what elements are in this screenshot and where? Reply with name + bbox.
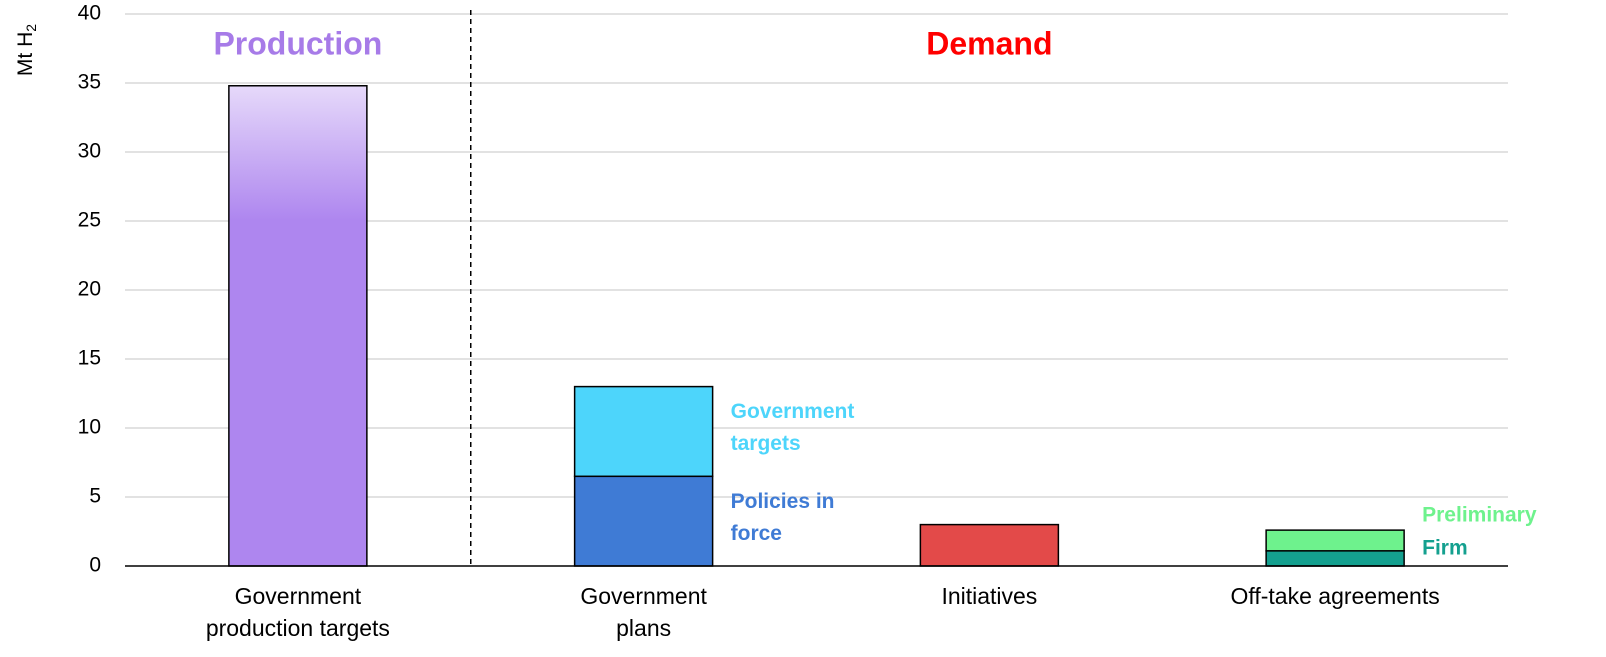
series-annotation: Policies in bbox=[731, 490, 835, 513]
category-label: Government bbox=[235, 583, 362, 609]
bar-segment bbox=[573, 475, 714, 567]
category-label: Off-take agreements bbox=[1231, 583, 1440, 609]
category-label: production targets bbox=[206, 615, 390, 641]
section-title: Demand bbox=[926, 25, 1052, 61]
y-tick-label: 35 bbox=[78, 71, 101, 94]
category-label: Initiatives bbox=[941, 583, 1037, 609]
y-tick-label: 40 bbox=[78, 2, 101, 25]
svg-text:Mt H2: Mt H2 bbox=[14, 24, 39, 76]
bar-segment bbox=[919, 523, 1060, 567]
bar-segment bbox=[228, 85, 368, 567]
section-titles: Production Demand bbox=[213, 25, 1052, 61]
y-axis-label-text: Mt H bbox=[14, 32, 37, 76]
y-tick-label: 25 bbox=[78, 209, 101, 232]
bar-segment bbox=[1265, 529, 1405, 552]
series-annotation: force bbox=[731, 522, 782, 545]
section-title: Production bbox=[213, 25, 382, 61]
y-axis-ticks: 0 5 10 15 20 25 30 35 40 bbox=[78, 2, 101, 577]
series-annotation: Government bbox=[731, 400, 855, 423]
bar-segment bbox=[1265, 550, 1405, 567]
category-label: plans bbox=[616, 615, 671, 641]
series-annotations: Policies in force Government targets Firm Pre… bbox=[731, 400, 1537, 559]
series-annotation: Firm bbox=[1422, 537, 1468, 560]
series-annotation: Preliminary bbox=[1422, 504, 1537, 527]
y-tick-label: 5 bbox=[89, 485, 101, 508]
y-tick-label: 0 bbox=[89, 554, 101, 577]
y-tick-label: 20 bbox=[78, 278, 101, 301]
series-annotation: targets bbox=[731, 432, 801, 455]
category-label: Government bbox=[580, 583, 707, 609]
bars bbox=[228, 85, 1405, 567]
category-labels: Government production targets Government pl… bbox=[206, 583, 1440, 641]
bar-segment bbox=[573, 385, 714, 478]
y-axis-label-subscript: 2 bbox=[23, 24, 39, 32]
y-tick-label: 10 bbox=[78, 416, 101, 439]
y-tick-label: 30 bbox=[78, 140, 101, 163]
y-tick-label: 15 bbox=[78, 347, 101, 370]
y-axis-label: Mt H2 bbox=[14, 24, 39, 76]
